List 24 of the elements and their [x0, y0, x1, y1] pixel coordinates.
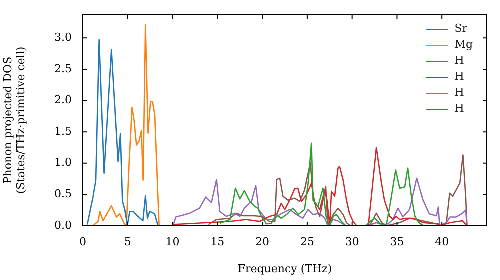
- y-tick-label: 1.5: [54, 124, 72, 138]
- y-axis-title: Phonon projected DOS (States/THz·primitive cell): [1, 46, 28, 194]
- y-tick-label: 0.5: [54, 188, 72, 201]
- legend-label: Sr: [454, 21, 468, 37]
- x-tick-label: 25: [300, 235, 314, 248]
- legend-label: H: [454, 85, 464, 101]
- x-axis-title: Frequency (THz): [238, 262, 332, 276]
- legend-label: H: [454, 101, 464, 117]
- x-tick-label: 35: [390, 235, 404, 248]
- x-tick-label: 30: [345, 235, 360, 248]
- y-tick-label: 1.0: [54, 156, 72, 170]
- x-tick-label: 40: [435, 235, 450, 248]
- y-tick-label: 0.0: [54, 218, 72, 232]
- y-tick-label: 3.0: [54, 31, 72, 44]
- legend-label: H: [454, 53, 464, 69]
- legend-label: H: [454, 69, 464, 85]
- y-tick-label: 2.5: [54, 62, 72, 76]
- x-tick-label: 15: [210, 235, 225, 248]
- x-tick-label: 10: [166, 235, 180, 248]
- y-tick-label: 2.0: [54, 94, 72, 107]
- x-tick-label: 0: [80, 235, 86, 248]
- x-tick-label: 5: [124, 235, 132, 248]
- legend-label: Mg: [454, 37, 473, 53]
- x-tick-label: 20: [256, 235, 270, 248]
